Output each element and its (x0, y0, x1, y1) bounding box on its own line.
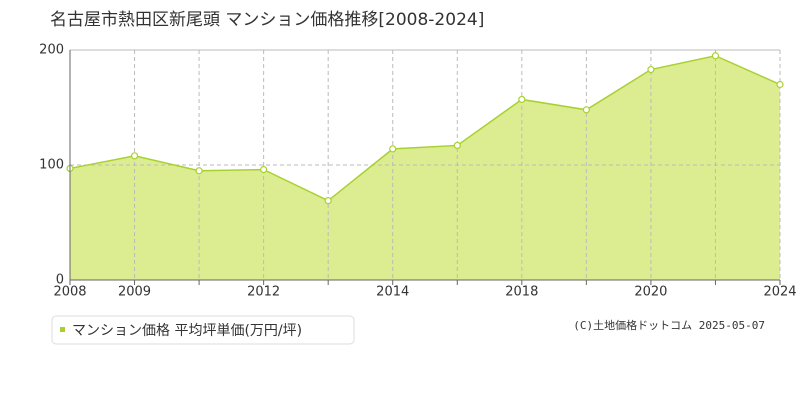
area-fill (70, 55, 780, 280)
y-tick-label: 200 (39, 43, 64, 58)
point (195, 167, 203, 175)
x-tick-label: 2020 (634, 285, 667, 300)
point (582, 106, 590, 114)
line (69, 54, 781, 202)
point (518, 95, 526, 104)
point (130, 152, 139, 160)
point (389, 145, 397, 153)
point (711, 52, 720, 60)
x-tick-label: 2024 (763, 285, 796, 300)
x-tick-label: 2009 (118, 285, 151, 300)
chart-title: 名古屋市熱田区新尾頭 マンション価格推移[2008-2024] (50, 10, 484, 30)
point (647, 65, 655, 74)
legend-label: マンション価格 平均坪単価(万円/坪) (72, 323, 302, 339)
legend-swatch (60, 327, 65, 332)
point (776, 80, 784, 89)
x-tick-label: 2018 (505, 285, 538, 300)
x-tick-label: 2008 (53, 285, 86, 300)
y-tick-label: 100 (39, 158, 64, 173)
x-tick-label: 2012 (247, 285, 280, 300)
y-tick-label: 0 (56, 273, 64, 288)
legend: マンション価格 平均坪単価(万円/坪) (51, 315, 355, 345)
legend-box (51, 315, 355, 345)
x-tick-label: 2014 (376, 285, 409, 300)
point (324, 197, 332, 205)
point (260, 166, 268, 174)
credit: (C)土地価格ドットコム 2025-05-07 (573, 318, 765, 332)
point (453, 141, 461, 150)
